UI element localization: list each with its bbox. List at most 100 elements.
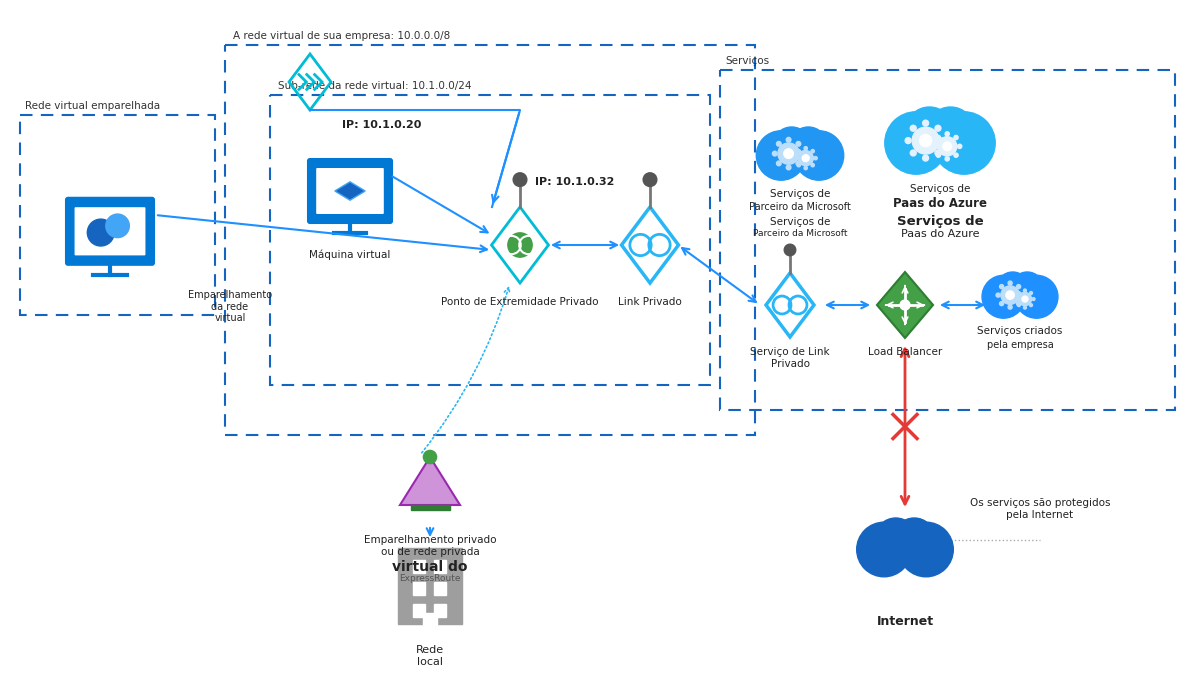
Circle shape [982,275,1025,318]
Circle shape [954,153,958,158]
Bar [413,559,425,573]
Text: Os serviços são protegidos
pela Internet: Os serviços são protegidos pela Internet [970,498,1110,520]
Bar [413,582,425,594]
Circle shape [794,131,844,180]
Text: ExpressRoute: ExpressRoute [400,574,461,583]
FancyBboxPatch shape [66,198,154,265]
Circle shape [784,149,793,158]
Text: Load Balancer: Load Balancer [868,347,942,357]
Circle shape [954,135,958,139]
Circle shape [814,157,817,160]
Circle shape [1015,298,1018,300]
Circle shape [932,144,937,148]
Circle shape [776,141,781,146]
Text: Link Privado: Link Privado [618,297,682,307]
Bar [226,45,755,435]
Circle shape [932,112,995,174]
Text: Serviços criados: Serviços criados [977,326,1063,337]
Circle shape [937,136,956,156]
Circle shape [1032,298,1034,300]
Text: Emparelhamento privado: Emparelhamento privado [364,535,497,545]
Circle shape [899,522,953,577]
Circle shape [785,244,796,256]
Circle shape [940,154,941,156]
Circle shape [1006,291,1014,300]
Bar [434,603,446,617]
Text: pela empresa: pela empresa [986,340,1054,349]
Circle shape [800,151,805,156]
Circle shape [508,233,532,257]
Text: Máquina virtual: Máquina virtual [310,250,391,260]
Circle shape [1001,286,1019,304]
Circle shape [906,107,954,155]
Circle shape [514,173,527,186]
Circle shape [1024,306,1026,309]
Bar [720,70,1175,410]
Circle shape [799,164,802,166]
Circle shape [796,161,800,166]
Circle shape [1018,304,1020,307]
Circle shape [1024,289,1026,292]
Text: Parceiro da Microsoft: Parceiro da Microsoft [749,202,851,212]
Circle shape [797,150,800,153]
Circle shape [794,157,798,160]
Bar [434,582,446,594]
Text: IP: 10.1.0.20: IP: 10.1.0.20 [342,120,421,130]
Text: Serviços de: Serviços de [910,184,970,194]
Circle shape [106,214,130,237]
Text: Rede
local: Rede local [416,645,444,666]
Circle shape [900,300,910,310]
Circle shape [1030,291,1032,295]
Circle shape [935,125,941,131]
Text: Serviços de: Serviços de [770,189,830,199]
Circle shape [923,155,929,161]
FancyBboxPatch shape [74,207,145,256]
Text: IP: 10.1.0.32: IP: 10.1.0.32 [535,177,614,187]
Text: Paas do Azure: Paas do Azure [893,197,986,210]
Circle shape [1016,285,1021,288]
Circle shape [1016,302,1021,306]
Circle shape [884,112,947,174]
Text: Serviço de Link: Serviço de Link [750,347,830,357]
FancyBboxPatch shape [308,159,392,223]
Circle shape [796,141,800,146]
Circle shape [1030,304,1032,307]
Text: Sub-rede da rede virtual: 10.1.0.0/24: Sub-rede da rede virtual: 10.1.0.0/24 [278,81,472,91]
Circle shape [940,138,946,144]
Circle shape [1008,305,1012,309]
Circle shape [756,131,805,180]
Circle shape [1015,275,1058,318]
Bar [270,95,710,385]
Circle shape [1022,296,1028,302]
Circle shape [1018,291,1020,295]
Circle shape [88,219,114,246]
Bar [397,548,462,624]
Circle shape [778,143,799,164]
Circle shape [893,518,935,560]
Circle shape [803,155,809,162]
Circle shape [798,150,814,166]
Text: Rede virtual emparelhada: Rede virtual emparelhada [25,101,160,111]
Circle shape [1010,272,1044,305]
Bar [413,603,425,617]
Text: Parceiro da Microsoft: Parceiro da Microsoft [752,229,847,238]
Circle shape [943,142,952,150]
Circle shape [811,164,815,167]
Circle shape [773,127,811,165]
Circle shape [1000,285,1003,288]
Circle shape [1019,304,1021,306]
Text: A rede virtual de sua empresa: 10.0.0.0/8: A rede virtual de sua empresa: 10.0.0.0/… [233,31,450,41]
Circle shape [786,165,791,170]
Bar [424,612,437,632]
Circle shape [919,134,931,146]
Text: Serviços: Serviços [725,56,769,66]
Circle shape [912,127,940,154]
Circle shape [857,522,911,577]
Circle shape [643,173,656,186]
Text: Serviços de: Serviços de [896,215,983,228]
Polygon shape [877,272,934,338]
Circle shape [424,450,437,463]
Circle shape [776,161,781,166]
Circle shape [905,138,911,144]
Circle shape [926,107,974,155]
